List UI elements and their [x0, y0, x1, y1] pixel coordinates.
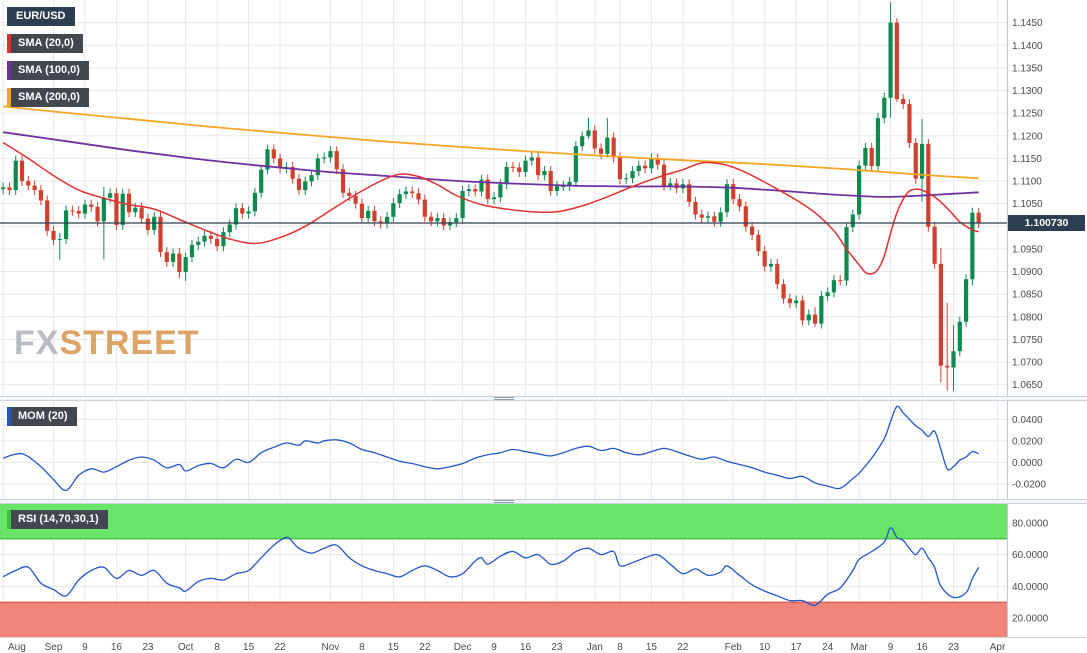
svg-text:80.0000: 80.0000	[1012, 519, 1049, 530]
svg-text:9: 9	[491, 642, 497, 653]
sma20-label: SMA (20,0)	[18, 37, 74, 49]
svg-text:1.0900: 1.0900	[1012, 267, 1043, 278]
svg-text:8: 8	[617, 642, 623, 653]
svg-text:1.0800: 1.0800	[1012, 312, 1043, 323]
svg-text:1.0650: 1.0650	[1012, 380, 1043, 391]
svg-text:22: 22	[419, 642, 431, 653]
rsi-panel[interactable]: 80.0000 60.0000 40.0000 20.0000 RSI (14,70,…	[0, 504, 1087, 637]
svg-text:8: 8	[214, 642, 220, 653]
svg-text:Feb: Feb	[725, 642, 743, 653]
legend-sma20[interactable]: SMA (20,0)	[7, 34, 83, 53]
price-chart-canvas[interactable]: 1.1450 1.1400 1.1350 1.1300 1.1250 1.1200 1.11…	[0, 0, 1087, 396]
mom-color-swatch	[7, 407, 11, 426]
svg-text:10: 10	[759, 642, 771, 653]
svg-text:-0.0200: -0.0200	[1012, 479, 1046, 490]
rsi-label: RSI (14,70,30,1)	[18, 513, 99, 525]
svg-text:1.1450: 1.1450	[1012, 18, 1043, 29]
svg-text:24: 24	[822, 642, 834, 653]
svg-text:15: 15	[646, 642, 658, 653]
svg-text:60.0000: 60.0000	[1012, 550, 1049, 561]
legend-sma200[interactable]: SMA (200,0)	[7, 88, 89, 107]
svg-text:0.0400: 0.0400	[1012, 415, 1043, 426]
svg-text:16: 16	[111, 642, 123, 653]
svg-text:22: 22	[275, 642, 287, 653]
svg-text:9: 9	[888, 642, 894, 653]
symbol-label: EUR/USD	[16, 10, 66, 22]
price-panel[interactable]: 1.1450 1.1400 1.1350 1.1300 1.1250 1.1200 1.11…	[0, 0, 1087, 396]
svg-text:1.1300: 1.1300	[1012, 86, 1043, 97]
svg-text:40.0000: 40.0000	[1012, 582, 1049, 593]
legend-sma100[interactable]: SMA (100,0)	[7, 61, 89, 80]
svg-text:15: 15	[243, 642, 255, 653]
svg-text:1.1350: 1.1350	[1012, 63, 1043, 74]
splitter-grip-icon[interactable]	[494, 500, 514, 503]
fxstreet-logo-street: STREET	[59, 324, 200, 362]
svg-text:0.0200: 0.0200	[1012, 436, 1043, 447]
svg-text:20.0000: 20.0000	[1012, 614, 1049, 625]
svg-text:1.1400: 1.1400	[1012, 41, 1043, 52]
svg-text:1.0700: 1.0700	[1012, 358, 1043, 369]
fxstreet-logo-fx: FX	[14, 324, 60, 362]
panel-splitter-rsi[interactable]	[0, 499, 1087, 504]
time-axis[interactable]: Aug Sep 9 16 23 Oct 8 15 22 Nov 8 15 22 Dec 9 16 23 Jan 8 1…	[0, 637, 1087, 653]
svg-text:0.0000: 0.0000	[1012, 458, 1043, 469]
svg-text:9: 9	[82, 642, 88, 653]
fxstreet-watermark: FXSTREET	[14, 324, 200, 363]
svg-text:1.1200: 1.1200	[1012, 131, 1043, 142]
svg-text:22: 22	[677, 642, 689, 653]
svg-text:17: 17	[791, 642, 803, 653]
svg-text:16: 16	[916, 642, 928, 653]
sma200-label: SMA (200,0)	[18, 91, 80, 103]
svg-text:23: 23	[551, 642, 563, 653]
legend-stack: EUR/USD SMA (20,0) SMA (100,0) SMA (200,…	[7, 7, 89, 107]
sma200-color-swatch	[7, 88, 11, 107]
svg-text:Mar: Mar	[850, 642, 868, 653]
panel-splitter-mom[interactable]	[0, 396, 1087, 401]
legend-symbol[interactable]: EUR/USD	[7, 7, 75, 26]
svg-text:1.1100: 1.1100	[1012, 177, 1042, 188]
svg-text:Jan: Jan	[587, 642, 603, 653]
time-axis-labels: Aug Sep 9 16 23 Oct 8 15 22 Nov 8 15 22 Dec 9 16 23 Jan 8 1…	[8, 642, 1006, 653]
svg-text:1.0750: 1.0750	[1012, 335, 1043, 346]
last-price-badge: 1.100730	[1008, 214, 1085, 231]
svg-text:1.0950: 1.0950	[1012, 244, 1043, 255]
mom-chart-canvas[interactable]: 0.0400 0.0200 0.0000 -0.0200	[0, 401, 1087, 499]
mom-panel[interactable]: 0.0400 0.0200 0.0000 -0.0200 MOM (20)	[0, 401, 1087, 499]
sma20-color-swatch	[7, 34, 11, 53]
legend-rsi[interactable]: RSI (14,70,30,1)	[7, 510, 108, 529]
svg-text:Dec: Dec	[454, 642, 472, 653]
svg-text:23: 23	[948, 642, 960, 653]
svg-text:Oct: Oct	[178, 642, 194, 653]
svg-text:1.1250: 1.1250	[1012, 109, 1043, 120]
rsi-color-swatch	[7, 510, 11, 529]
svg-text:Nov: Nov	[322, 642, 340, 653]
sma100-color-swatch	[7, 61, 11, 80]
svg-text:Sep: Sep	[45, 642, 63, 653]
svg-text:8: 8	[359, 642, 365, 653]
svg-text:Apr: Apr	[990, 642, 1006, 653]
svg-text:1.1050: 1.1050	[1012, 199, 1043, 210]
splitter-grip-icon[interactable]	[494, 397, 514, 400]
svg-text:Aug: Aug	[8, 642, 26, 653]
svg-text:1.0850: 1.0850	[1012, 290, 1043, 301]
mom-label: MOM (20)	[18, 410, 68, 422]
rsi-chart-canvas[interactable]: 80.0000 60.0000 40.0000 20.0000	[0, 504, 1087, 637]
sma100-label: SMA (100,0)	[18, 64, 80, 76]
svg-text:1.1150: 1.1150	[1012, 154, 1042, 165]
svg-text:16: 16	[520, 642, 532, 653]
svg-text:23: 23	[142, 642, 154, 653]
legend-mom[interactable]: MOM (20)	[7, 407, 77, 426]
svg-text:15: 15	[388, 642, 400, 653]
